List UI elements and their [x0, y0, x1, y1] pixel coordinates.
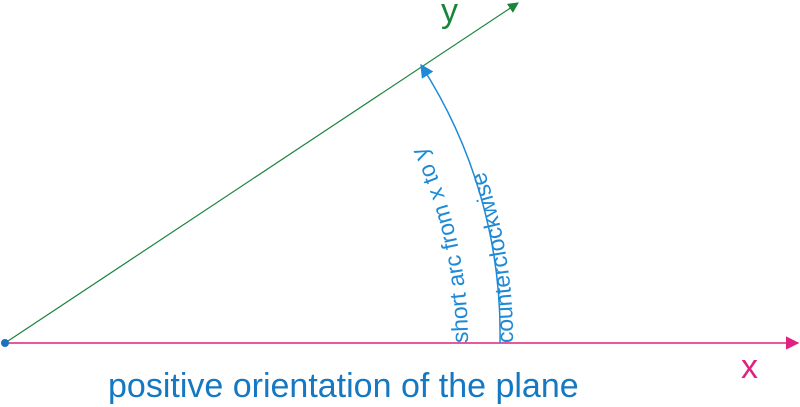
diagram-caption: positive orientation of the plane [108, 367, 579, 405]
x-axis-label: x [741, 348, 758, 386]
origin-point [1, 339, 9, 347]
arc-label-outer-path: counterclockwise [465, 169, 518, 343]
y-axis-line [4, 2, 519, 344]
arc-label-inner: short arc from x to y [405, 143, 473, 343]
orientation-arc [420, 63, 501, 344]
arc-label-outer: counterclockwise [465, 169, 518, 343]
arc-label-inner-path: short arc from x to y [405, 143, 473, 343]
y-axis-label: y [441, 0, 458, 30]
